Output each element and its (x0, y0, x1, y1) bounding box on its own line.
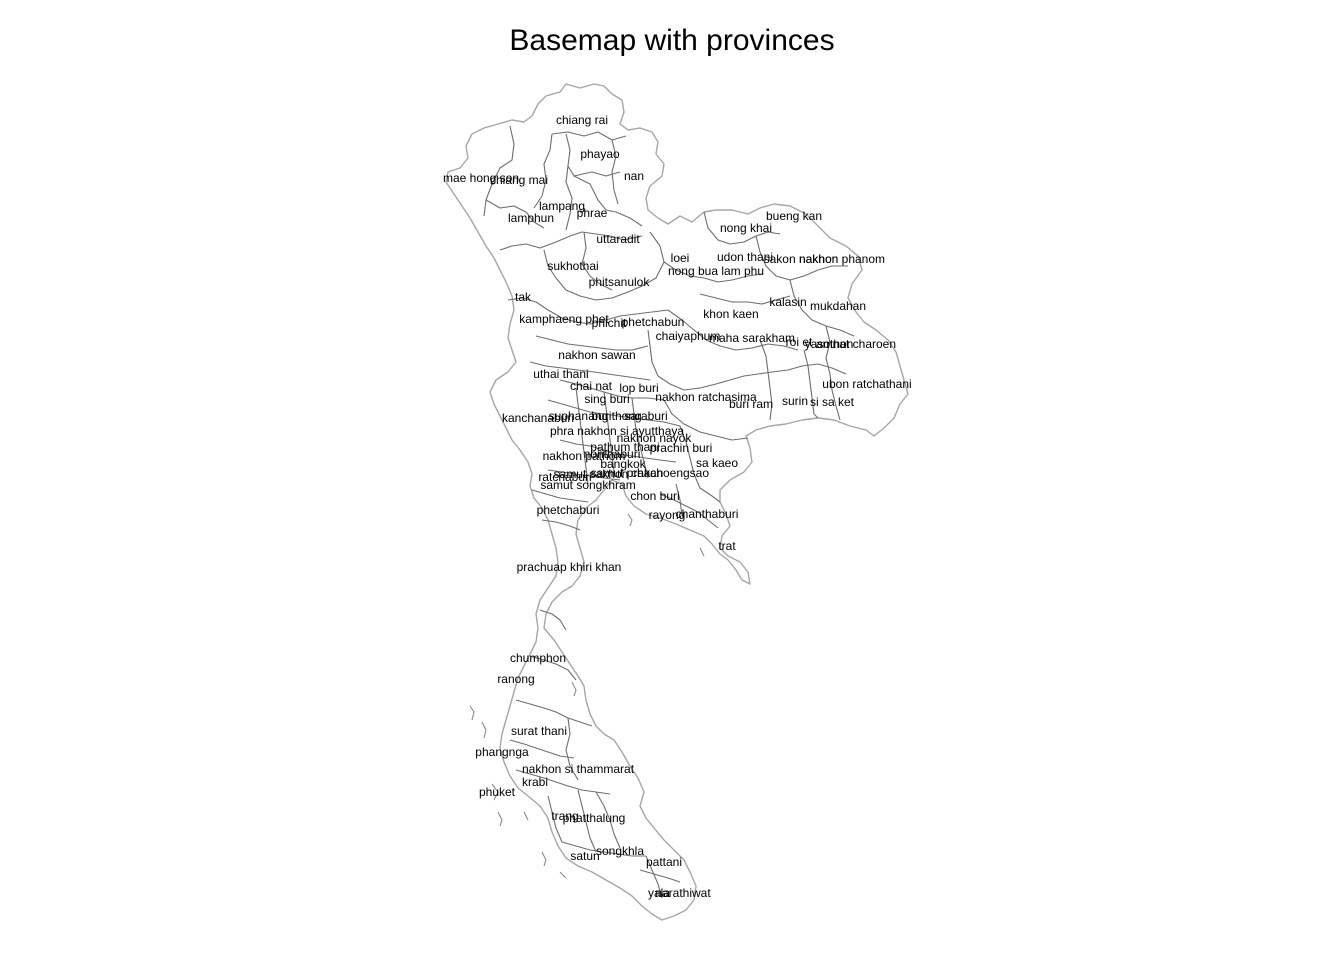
province-label: pathum thani (590, 440, 659, 454)
province-label: surat thani (511, 724, 567, 738)
province-label: phichit (592, 316, 627, 330)
province-label: phetchabun (622, 315, 685, 329)
province-label: khon kaen (703, 307, 758, 321)
province-labels: chiang rai phayao nan mae hong son chian… (443, 113, 912, 900)
province-label: amnat charoen (816, 337, 896, 351)
province-label: lop buri (619, 381, 658, 395)
province-label: saraburi (624, 409, 667, 423)
province-label: prachuap khiri khan (517, 560, 622, 574)
province-label: songkhla (596, 844, 644, 858)
map-title: Basemap with provinces (509, 24, 835, 57)
province-label: ranong (497, 672, 534, 686)
province-label: prachin buri (650, 441, 713, 455)
offshore-islands (469, 513, 705, 879)
province-label: chon buri (630, 489, 679, 503)
province-label: ang thong (588, 409, 641, 423)
province-label: yasothon (805, 337, 854, 351)
province-label: si sa ket (810, 395, 855, 409)
province-label: lamphun (508, 211, 554, 225)
province-label: krabi (522, 775, 548, 789)
province-label: loei (671, 251, 690, 265)
province-label: chiang mai (490, 173, 548, 187)
province-label: bangkok (600, 457, 646, 471)
province-label: sakon nakhon (764, 252, 839, 266)
province-label: roi et (786, 335, 813, 349)
province-label: yala (648, 886, 670, 900)
province-label: chiang rai (556, 113, 608, 127)
province-label: nan (624, 169, 644, 183)
province-label: pattani (646, 855, 682, 869)
province-label: nakhon ratchasima (655, 390, 757, 404)
province-label: suphan buri (549, 409, 612, 423)
province-label: sing buri (584, 392, 629, 406)
province-label: nong khai (720, 221, 772, 235)
province-label: narathiwat (655, 886, 711, 900)
province-label: samut sakhon (554, 467, 629, 481)
province-label: phangnga (475, 745, 529, 759)
province-label: phitsanulok (589, 275, 651, 289)
province-label: nakhon si thammarat (522, 762, 635, 776)
province-label: phatthalung (563, 811, 626, 825)
province-label: nakhon pathom (543, 449, 626, 463)
province-label: sa kaeo (696, 456, 738, 470)
province-label: nakhon nayok (617, 431, 693, 445)
province-label: surin (782, 394, 808, 408)
province-label: kamphaeng phet (519, 312, 609, 326)
province-label: trang (551, 809, 578, 823)
province-label: samut songkhram (540, 478, 635, 492)
province-label: nakhon phanom (799, 252, 885, 266)
province-label: phrae (577, 206, 608, 220)
province-label: phetchaburi (537, 503, 600, 517)
province-label: nong bua lam phu (668, 264, 764, 278)
province-label: nonthaburi (584, 447, 641, 461)
province-label: chanthaburi (676, 507, 739, 521)
province-label: chachoengsao (631, 466, 709, 480)
province-label: ratchaburi (538, 470, 591, 484)
province-label: trat (718, 539, 736, 553)
province-label: chumphon (510, 651, 566, 665)
province-label: uthai thani (533, 367, 588, 381)
province-label: rayong (649, 508, 686, 522)
province-borders (483, 125, 855, 899)
province-label: chai nat (570, 379, 613, 393)
province-label: phuket (479, 785, 516, 799)
province-label: bueng kan (766, 209, 822, 223)
province-label: buri ram (729, 397, 773, 411)
province-label: kalasin (769, 295, 806, 309)
province-label: chaiyaphum (656, 329, 721, 343)
province-label: udon thani (717, 250, 773, 264)
province-label: uttaradit (596, 232, 640, 246)
province-label: phayao (580, 147, 620, 161)
province-label: mae hong son (443, 171, 519, 185)
province-label: maha sarakham (709, 331, 795, 345)
province-label: ubon ratchathani (822, 377, 911, 391)
country-outline (445, 83, 909, 921)
province-label: satun (570, 849, 599, 863)
province-label: phra nakhon si ayutthaya (550, 424, 684, 438)
province-label: sukhothai (547, 259, 598, 273)
province-label: kanchanaburi (502, 411, 574, 425)
province-label: mukdahan (810, 299, 866, 313)
province-label: tak (515, 290, 532, 304)
province-label: lampang (539, 199, 585, 213)
province-label: samut prakan (591, 466, 664, 480)
province-label: nakhon sawan (558, 348, 635, 362)
